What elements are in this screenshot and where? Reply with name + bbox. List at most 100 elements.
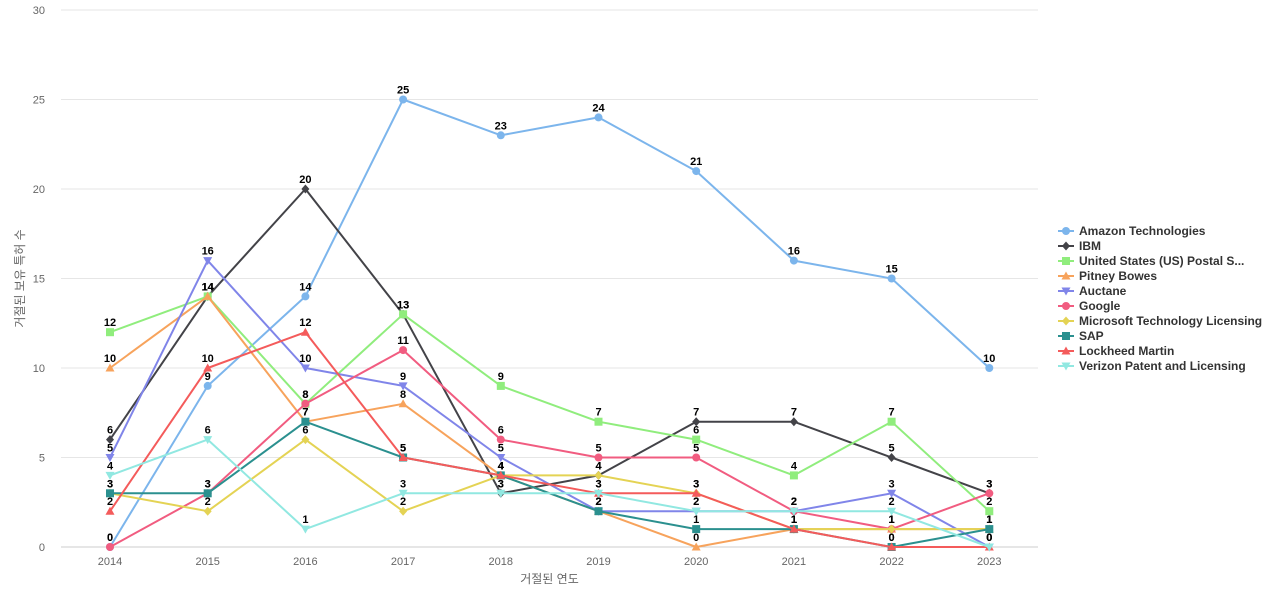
data-point [203, 381, 212, 390]
legend-marker [1061, 287, 1071, 296]
x-tick-label: 2021 [782, 556, 806, 568]
data-point [203, 363, 213, 372]
legend-item[interactable]: Microsoft Technology Licensing [1058, 314, 1262, 328]
data-point [399, 506, 408, 516]
data-point [106, 543, 114, 551]
data-point [105, 363, 115, 372]
y-tick-label: 20 [33, 184, 45, 196]
data-label: 0 [889, 532, 895, 544]
series-line [109, 438, 991, 531]
data-point [496, 470, 506, 479]
data-label: 7 [889, 407, 895, 419]
data-point [691, 542, 701, 551]
data-label: 1 [986, 514, 992, 526]
data-point [203, 489, 212, 498]
data-point [203, 506, 212, 516]
legend-item[interactable]: Google [1058, 299, 1121, 313]
data-label: 16 [202, 246, 214, 258]
data-label: 16 [788, 246, 800, 258]
data-point [105, 506, 115, 515]
data-label: 9 [400, 371, 406, 383]
series-ibm [106, 184, 994, 498]
data-point [594, 453, 603, 462]
legend-label: Amazon Technologies [1079, 224, 1206, 238]
data-label: 4 [498, 460, 505, 472]
data-label: 2 [889, 496, 895, 508]
data-label: 1 [791, 514, 797, 526]
legend-item[interactable]: Verizon Patent and Licensing [1058, 359, 1246, 373]
data-label: 5 [595, 443, 601, 455]
data-label: 20 [299, 174, 311, 186]
data-label: 3 [107, 478, 113, 490]
legend-item[interactable]: United States (US) Postal S... [1058, 254, 1244, 268]
legend-item[interactable]: Auctane [1058, 284, 1127, 298]
data-label: 5 [889, 443, 895, 455]
y-tick-label: 10 [33, 363, 45, 375]
y-tick-label: 25 [33, 95, 45, 107]
data-label: 6 [107, 425, 113, 437]
data-point [887, 417, 896, 426]
series-group [105, 95, 994, 552]
data-label: 15 [885, 264, 897, 276]
x-tick-label: 2019 [586, 556, 610, 568]
data-label: 5 [498, 443, 504, 455]
data-label: 1 [302, 514, 308, 526]
x-tick-label: 2023 [977, 556, 1001, 568]
data-label: 3 [595, 478, 601, 490]
data-label: 1 [889, 514, 895, 526]
legend-item[interactable]: Amazon Technologies [1058, 224, 1206, 238]
data-label: 0 [986, 532, 992, 544]
legend-label: Pitney Bowes [1079, 269, 1157, 283]
data-label: 3 [986, 478, 992, 490]
data-label: 3 [693, 478, 699, 490]
legend-marker [1061, 271, 1071, 280]
data-label: 2 [791, 496, 797, 508]
data-label: 4 [791, 460, 798, 472]
data-label: 4 [595, 460, 602, 472]
legend-label: SAP [1079, 329, 1104, 343]
data-label: 9 [205, 371, 211, 383]
data-point [984, 543, 994, 552]
series-amazon-technologies [106, 95, 994, 551]
data-label: 2 [107, 496, 113, 508]
data-label: 12 [299, 317, 311, 329]
data-point [300, 364, 310, 373]
data-label: 8 [302, 389, 308, 401]
data-label: 0 [693, 532, 699, 544]
data-point [985, 507, 994, 516]
legend-item[interactable]: Lockheed Martin [1058, 344, 1174, 358]
legend-item[interactable]: Pitney Bowes [1058, 269, 1157, 283]
legend-item[interactable]: IBM [1058, 239, 1101, 253]
data-point [594, 417, 603, 426]
data-point [203, 291, 213, 300]
data-label: 2 [595, 496, 601, 508]
x-axis-ticks: 2014 2015 2016 2017 2018 2019 2020 2021 2022 2023 [98, 556, 1002, 568]
legend-item[interactable]: SAP [1058, 329, 1104, 343]
data-label: 10 [104, 353, 116, 365]
data-label: 14 [202, 281, 215, 293]
data-label: 14 [202, 281, 215, 293]
data-label: 7 [302, 407, 308, 419]
data-label: 12 [104, 317, 116, 329]
data-label: 2 [693, 496, 699, 508]
y-axis-title: 거절된 보유 특허 수 [13, 229, 27, 327]
series-line [109, 295, 991, 513]
data-point [106, 328, 114, 337]
data-point [692, 167, 701, 176]
data-point [789, 507, 799, 516]
series-lockheed-martin [105, 327, 994, 551]
legend-marker [1062, 241, 1070, 251]
data-label: 3 [400, 478, 406, 490]
series-line [109, 438, 991, 548]
legend-marker [1061, 362, 1071, 371]
data-point [887, 507, 897, 516]
data-point [985, 489, 994, 498]
data-point [594, 489, 603, 498]
data-label: 5 [400, 443, 406, 455]
data-point [887, 524, 896, 534]
data-point [496, 489, 506, 498]
x-tick-label: 2018 [489, 556, 513, 568]
data-label: 3 [595, 478, 601, 490]
legend-label: Auctane [1079, 284, 1127, 298]
